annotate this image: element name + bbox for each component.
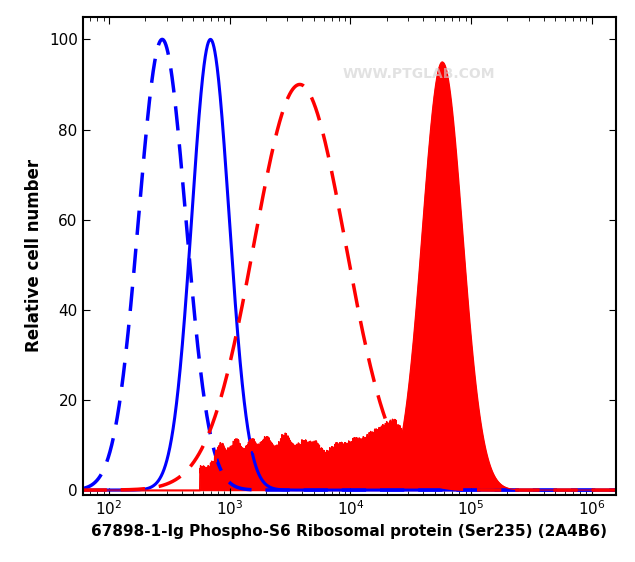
X-axis label: 67898-1-Ig Phospho-S6 Ribosomal protein (Ser235) (2A4B6): 67898-1-Ig Phospho-S6 Ribosomal protein … [91, 524, 607, 538]
Y-axis label: Relative cell number: Relative cell number [25, 159, 43, 352]
Text: WWW.PTGLAB.COM: WWW.PTGLAB.COM [342, 67, 495, 81]
